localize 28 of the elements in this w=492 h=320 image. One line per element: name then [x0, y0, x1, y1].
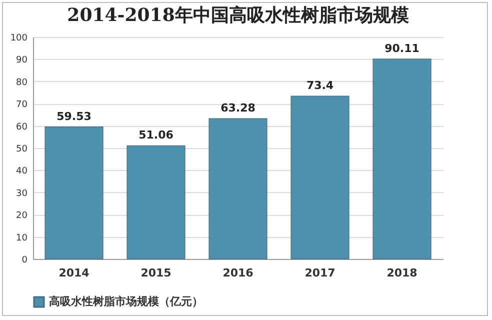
x-tick-label: 2016	[222, 266, 254, 280]
y-tick-label: 0	[22, 256, 28, 266]
chart-title: 2014-2018年中国高吸水性树脂市场规模	[67, 5, 409, 26]
y-tick-label: 20	[16, 211, 28, 222]
legend-label: 高吸水性树脂市场规模（亿元）	[49, 295, 203, 308]
x-tick-label: 2015	[140, 266, 172, 280]
bar	[290, 96, 350, 260]
y-tick-label: 60	[16, 122, 28, 132]
y-tick-label: 30	[16, 188, 28, 199]
data-label: 63.28	[220, 102, 256, 115]
x-tick-label: 2014	[58, 266, 90, 280]
y-tick-label: 10	[16, 233, 28, 244]
data-label: 59.53	[56, 110, 92, 123]
y-tick-label: 100	[10, 34, 28, 44]
data-label: 51.06	[138, 128, 174, 142]
x-tick-label: 2017	[304, 266, 336, 280]
data-label: 73.4	[306, 79, 334, 92]
x-tick-label: 2018	[386, 266, 418, 280]
y-tick-label: 40	[16, 166, 28, 177]
y-tick-label: 80	[16, 78, 28, 88]
data-label: 90.11	[384, 42, 420, 55]
y-tick-label: 90	[16, 56, 28, 66]
bar	[372, 58, 432, 260]
y-tick-label: 50	[16, 144, 28, 154]
bar	[44, 126, 104, 260]
bar	[126, 145, 186, 260]
y-tick-label: 70	[16, 100, 28, 110]
bar	[208, 118, 268, 260]
